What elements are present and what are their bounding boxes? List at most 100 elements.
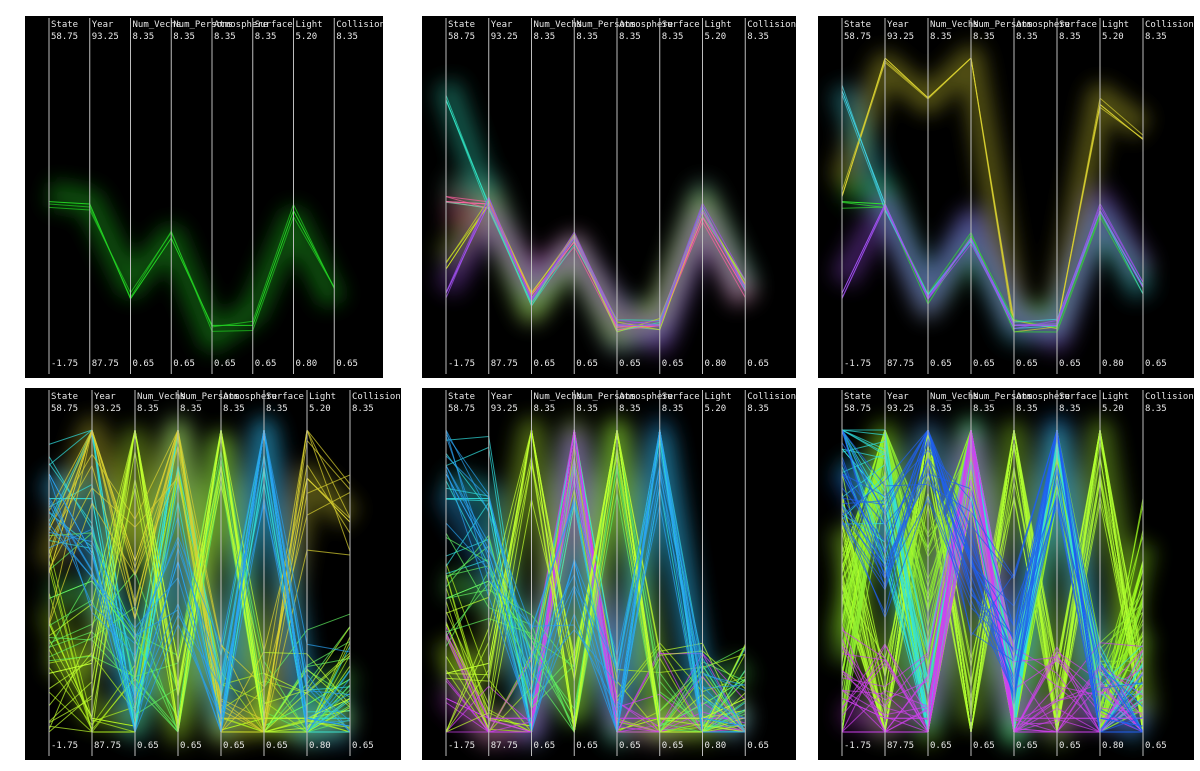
- axis-min-label: 0.65: [662, 359, 684, 369]
- series-line: [48, 428, 351, 733]
- axis-max-label: 8.35: [133, 32, 155, 42]
- axis-max-label: 8.35: [214, 32, 236, 42]
- series-line: [48, 429, 351, 733]
- axis-max-label: 5.20: [309, 404, 331, 414]
- axis-max-label: 8.35: [662, 404, 684, 414]
- axis-max-label: 58.75: [448, 32, 475, 42]
- series-line: [445, 202, 746, 326]
- axis-max-label: 8.35: [662, 32, 684, 42]
- axis-label: Atmosphere: [1016, 392, 1070, 402]
- axis-label: Year: [92, 20, 114, 30]
- chart-panel-top-left: State 58.75 -1.75 Year 93.25 87.75 Num_Vechs 8.…: [25, 16, 383, 378]
- series-line: [48, 203, 335, 332]
- series-line: [445, 429, 746, 733]
- axis-min-label: 0.65: [619, 741, 641, 751]
- axis-max-label: 8.35: [1059, 404, 1081, 414]
- parallel-coordinates-plot: State 58.75 -1.75 Year 93.25 87.75 Num_Vechs 8.…: [46, 18, 383, 374]
- axis-label: Num_Persons: [173, 20, 233, 30]
- axis-label: Num_Vechs: [137, 392, 186, 402]
- axis-min-label: 0.65: [1145, 741, 1167, 751]
- series-line: [842, 452, 1144, 734]
- series-line: [48, 429, 351, 730]
- axis-label: Num_Vechs: [930, 392, 979, 402]
- axis-min-label: 0.65: [214, 359, 236, 369]
- axis-label: Collision: [352, 392, 401, 402]
- axis-label: Num_Persons: [576, 20, 636, 30]
- axis-label: Light: [705, 392, 732, 402]
- axis-max-label: 8.35: [534, 32, 556, 42]
- axis-max-label: 8.35: [1016, 404, 1038, 414]
- axis-label: Year: [491, 392, 513, 402]
- axis-label: State: [844, 20, 871, 30]
- axis-min-label: -1.75: [51, 359, 78, 369]
- parallel-coordinates-plot: State 58.75 -1.75 Year 93.25 87.75 Num_Vechs 8.…: [433, 18, 796, 374]
- axis-min-label: 0.65: [747, 359, 769, 369]
- axis-max-label: 8.35: [747, 32, 769, 42]
- axis-max-label: 93.25: [94, 404, 121, 414]
- series-line: [48, 429, 351, 733]
- series-line: [841, 501, 1144, 733]
- axis-min-label: 0.65: [352, 741, 374, 751]
- axis-label: Collision: [747, 392, 796, 402]
- axis-label: Atmosphere: [619, 392, 673, 402]
- series-line: [48, 429, 351, 722]
- axis-max-label: 5.20: [705, 32, 727, 42]
- axis-min-label: 0.65: [223, 741, 245, 751]
- axis-label: Collision: [336, 20, 383, 30]
- axis-min-label: 0.80: [1102, 741, 1124, 751]
- axis-min-label: 0.65: [1059, 741, 1081, 751]
- axis-max-label: 8.35: [266, 404, 288, 414]
- axis-label: Num_Vechs: [133, 20, 182, 30]
- series-line: [841, 471, 1143, 733]
- axis-max-label: 8.35: [1016, 32, 1038, 42]
- axis-max-label: 8.35: [1145, 32, 1167, 42]
- axis-min-label: 0.65: [133, 359, 155, 369]
- series-line: [841, 428, 1144, 733]
- axis-min-label: 87.75: [887, 359, 914, 369]
- axis-min-label: 0.65: [930, 359, 952, 369]
- axis-max-label: 8.35: [747, 404, 769, 414]
- axis-min-label: 87.75: [887, 741, 914, 751]
- series-line: [445, 429, 746, 733]
- series-line: [841, 462, 1143, 733]
- axis-min-label: 0.65: [173, 359, 195, 369]
- series-line: [841, 432, 1143, 734]
- axis-min-label: 87.75: [491, 359, 518, 369]
- chart-panel-bottom-right: State 58.75 -1.75 Year 93.25 87.75 Num_Vechs 8.…: [818, 388, 1194, 760]
- parallel-coordinates-plot: State 58.75 -1.75 Year 93.25 87.75 Num_Vechs 8.…: [36, 390, 401, 756]
- axis-min-label: 0.65: [180, 741, 202, 751]
- axis-min-label: 87.75: [92, 359, 119, 369]
- axis-max-label: 8.35: [336, 32, 358, 42]
- axis-max-label: 5.20: [1102, 404, 1124, 414]
- axis-label: Collision: [1145, 20, 1194, 30]
- axis-min-label: 0.65: [576, 359, 598, 369]
- axis-max-label: 8.35: [1145, 404, 1167, 414]
- series-line: [841, 56, 1144, 333]
- axis-label: Num_Vechs: [534, 20, 583, 30]
- axis-min-label: 0.65: [973, 359, 995, 369]
- axis-label: Num_Vechs: [930, 20, 979, 30]
- axis-max-label: 8.35: [223, 404, 245, 414]
- parallel-coordinates-plot: State 58.75 -1.75 Year 93.25 87.75 Num_Vechs 8.…: [829, 390, 1194, 756]
- series-line: [445, 429, 746, 733]
- axis-min-label: 0.65: [534, 359, 556, 369]
- axis-max-label: 8.35: [137, 404, 159, 414]
- axis-label: State: [448, 20, 475, 30]
- axis-label: Light: [1102, 20, 1129, 30]
- chart-panel-top-right: State 58.75 -1.75 Year 93.25 87.75 Num_Vechs 8.…: [818, 16, 1194, 378]
- axis-min-label: 0.65: [137, 741, 159, 751]
- axis-label: Num_Vechs: [534, 392, 583, 402]
- series-line: [841, 435, 1144, 733]
- axis-min-label: 87.75: [94, 741, 121, 751]
- series-line: [48, 203, 335, 328]
- series-line: [445, 486, 746, 734]
- axis-min-label: 0.65: [973, 741, 995, 751]
- axis-label: Year: [887, 392, 909, 402]
- series-line: [48, 503, 351, 696]
- series-line: [841, 204, 1144, 330]
- axis-label: Atmosphere: [223, 392, 277, 402]
- axis-max-label: 8.35: [534, 404, 556, 414]
- axis-min-label: 0.65: [662, 741, 684, 751]
- axis-max-label: 93.25: [887, 32, 914, 42]
- axis-label: Surface: [662, 392, 700, 402]
